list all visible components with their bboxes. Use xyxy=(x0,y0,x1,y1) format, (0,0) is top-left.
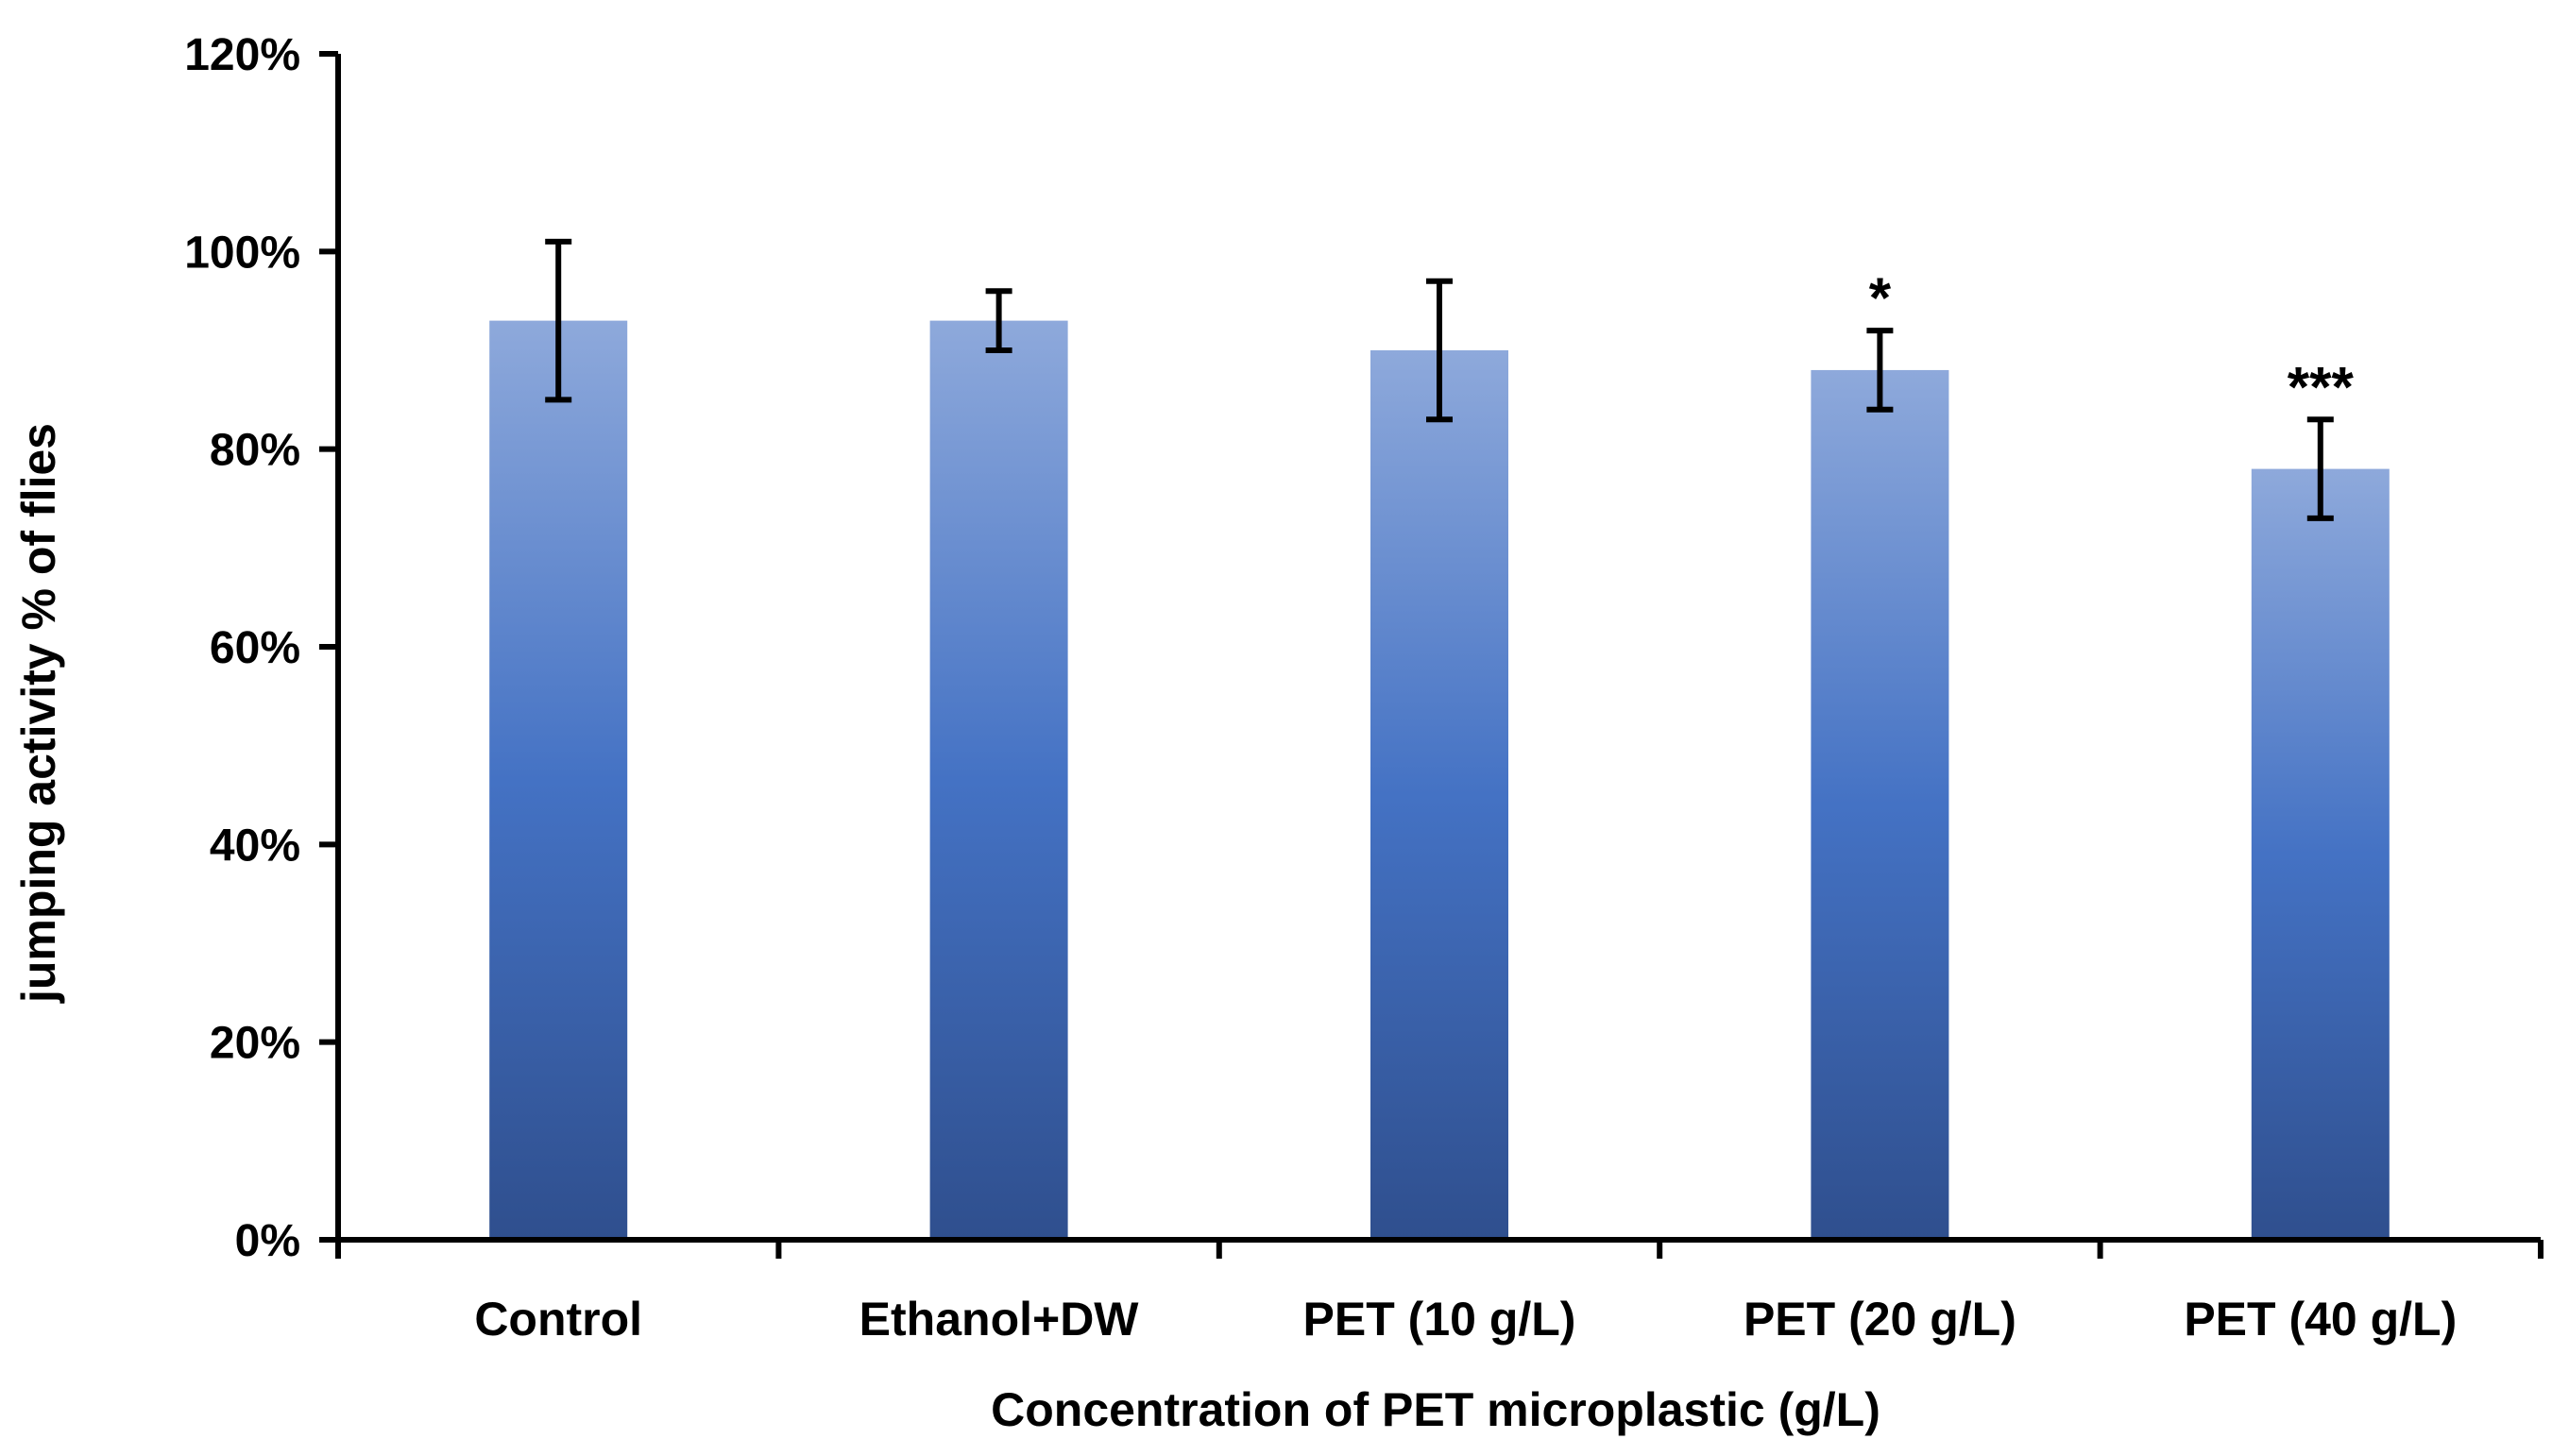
y-tick-label-4: 80% xyxy=(210,426,300,476)
bar-4 xyxy=(1811,369,1949,1240)
y-tick-label-6: 120% xyxy=(184,30,300,80)
y-axis-title: jumping activity % of flies xyxy=(12,423,65,1004)
bar-2 xyxy=(929,320,1068,1241)
y-tick-label-5: 100% xyxy=(184,228,300,278)
x-tick-label-1: Control xyxy=(474,1293,642,1346)
x-axis-title: Concentration of PET microplastic (g/L) xyxy=(991,1383,1880,1436)
bar-3 xyxy=(1370,350,1508,1240)
x-tick-label-4: PET (20 g/L) xyxy=(1744,1293,2016,1346)
bar-5 xyxy=(2251,468,2390,1241)
y-tick-label-0: 0% xyxy=(235,1216,300,1266)
y-tick-label-2: 40% xyxy=(210,821,300,871)
bar-1 xyxy=(489,320,628,1241)
y-tick-label-3: 60% xyxy=(210,623,300,673)
significance-marker-4: * xyxy=(1869,266,1892,330)
x-tick-label-2: Ethanol+DW xyxy=(859,1293,1140,1346)
x-tick-label-3: PET (10 g/L) xyxy=(1303,1293,1576,1346)
y-tick-label-1: 20% xyxy=(210,1019,300,1069)
x-tick-label-5: PET (40 g/L) xyxy=(2184,1293,2457,1346)
significance-marker-5: *** xyxy=(2288,355,2355,418)
